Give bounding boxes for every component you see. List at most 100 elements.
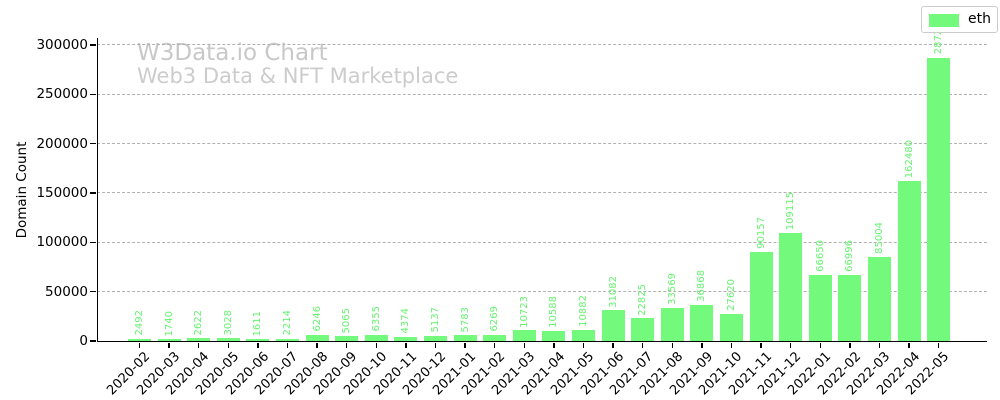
x-tick-mark bbox=[286, 342, 289, 348]
x-tick-mark bbox=[405, 342, 407, 348]
x-tick-mark bbox=[138, 342, 141, 348]
bar-2022-01 bbox=[808, 275, 832, 341]
bar-value-label-2020-03: 1740 bbox=[163, 310, 175, 337]
x-tick-mark bbox=[671, 342, 673, 348]
bar-value-label-2022-03: 85004 bbox=[874, 222, 885, 255]
bar-value-label-2020-08: 6246 bbox=[311, 306, 323, 332]
y-axis-title: Domain Count bbox=[14, 141, 30, 239]
x-tick-mark bbox=[908, 342, 910, 348]
y-tick-mark bbox=[90, 93, 96, 96]
gridline-250000 bbox=[97, 93, 987, 95]
y-tick-mark bbox=[90, 192, 96, 194]
y-tick-mark bbox=[90, 142, 96, 145]
y-tick-mark bbox=[90, 44, 96, 46]
gridline-100000 bbox=[97, 241, 987, 243]
y-tick-mark bbox=[90, 241, 96, 244]
bar-2020-03 bbox=[157, 339, 181, 341]
bar-2022-03 bbox=[868, 257, 891, 341]
bar-2020-06 bbox=[246, 339, 270, 341]
x-tick-mark bbox=[582, 342, 585, 348]
x-tick-mark bbox=[642, 342, 644, 348]
bar-2021-01 bbox=[453, 335, 477, 341]
bar-2020-12 bbox=[424, 335, 447, 341]
bar-value-label-2021-01: 5783 bbox=[459, 306, 471, 333]
bar-2021-09 bbox=[690, 304, 714, 341]
bar-2020-09 bbox=[335, 336, 359, 341]
legend-series-label: eth bbox=[968, 11, 991, 27]
bar-2020-08 bbox=[305, 334, 329, 341]
bar-value-label-2020-12: 5137 bbox=[430, 307, 441, 333]
bar-2021-06 bbox=[601, 310, 625, 341]
x-tick-mark bbox=[316, 342, 318, 348]
bar-value-label-2022-02: 66996 bbox=[844, 240, 856, 272]
bar-value-label-2022-01: 66650 bbox=[814, 240, 826, 273]
bar-2020-11 bbox=[394, 336, 418, 341]
bar-2022-02 bbox=[838, 274, 862, 341]
gridline-200000 bbox=[97, 142, 987, 144]
bar-value-label-2021-05: 10882 bbox=[578, 295, 589, 328]
bar-2021-04 bbox=[542, 330, 566, 341]
bar-2020-10 bbox=[364, 334, 388, 341]
bar-value-label-2020-05: 3028 bbox=[222, 309, 234, 336]
bar-value-label-2021-11: 90157 bbox=[755, 217, 767, 250]
legend-color-swatch bbox=[929, 14, 959, 27]
bar-2020-04 bbox=[187, 338, 211, 341]
bar-value-label-2021-03: 10723 bbox=[518, 295, 530, 328]
y-tick-mark bbox=[90, 340, 96, 342]
bar-value-label-2021-07: 22825 bbox=[637, 283, 649, 316]
y-tick-label: 100000 bbox=[36, 234, 88, 251]
bar-2021-11 bbox=[749, 252, 773, 341]
bar-value-label-2022-04: 162480 bbox=[903, 139, 915, 178]
bar-2020-07 bbox=[276, 338, 299, 341]
x-tick-mark bbox=[198, 342, 200, 348]
x-tick-mark bbox=[523, 342, 525, 348]
x-tick-mark bbox=[494, 342, 496, 348]
bar-value-label-2020-10: 6355 bbox=[370, 306, 382, 332]
gridline-150000 bbox=[97, 192, 987, 194]
bar-value-label-2020-07: 2214 bbox=[282, 310, 293, 336]
bar-value-label-2021-02: 6269 bbox=[489, 306, 501, 332]
bar-value-label-2021-10: 27620 bbox=[726, 278, 737, 311]
y-tick-label: 300000 bbox=[36, 37, 88, 53]
x-tick-mark bbox=[878, 342, 881, 348]
legend-box: eth bbox=[921, 6, 998, 33]
x-tick-mark bbox=[464, 342, 466, 348]
bar-2021-07 bbox=[631, 318, 655, 341]
x-tick-mark bbox=[168, 342, 170, 348]
x-tick-mark bbox=[849, 342, 851, 348]
bar-2021-12 bbox=[779, 233, 803, 341]
bar-2022-05 bbox=[927, 57, 951, 341]
x-tick-mark bbox=[553, 342, 555, 348]
x-tick-mark bbox=[760, 342, 762, 348]
bar-value-label-2021-12: 109115 bbox=[785, 192, 797, 231]
bar-2022-04 bbox=[897, 180, 921, 341]
x-tick-mark bbox=[612, 342, 614, 348]
bar-value-label-2020-06: 1611 bbox=[252, 310, 264, 337]
bar-2021-03 bbox=[512, 330, 536, 341]
x-tick-mark bbox=[730, 342, 733, 348]
x-tick-mark bbox=[701, 342, 703, 348]
bar-value-label-2020-02: 2492 bbox=[134, 310, 145, 336]
y-axis-spine bbox=[96, 38, 99, 342]
bar-2020-05 bbox=[216, 338, 240, 341]
bar-value-label-2021-08: 33569 bbox=[666, 273, 678, 305]
bar-value-label-2020-04: 2622 bbox=[193, 309, 205, 336]
x-tick-mark bbox=[819, 342, 821, 348]
x-tick-mark bbox=[227, 342, 229, 348]
x-tick-mark bbox=[434, 342, 437, 348]
x-tick-mark bbox=[790, 342, 792, 348]
bar-2020-02 bbox=[128, 338, 151, 341]
bar-value-label-2021-09: 36868 bbox=[696, 269, 708, 302]
gridline-300000 bbox=[97, 44, 987, 46]
y-tick-label: 0 bbox=[79, 333, 88, 349]
y-tick-label: 200000 bbox=[36, 135, 88, 152]
bar-value-label-2021-04: 10588 bbox=[548, 295, 560, 328]
bar-value-label-2021-06: 31082 bbox=[607, 275, 619, 308]
bar-2021-02 bbox=[483, 334, 507, 341]
bar-value-label-2020-09: 5065 bbox=[341, 307, 353, 334]
bar-2021-10 bbox=[720, 313, 743, 341]
bar-value-label-2020-11: 4374 bbox=[400, 308, 412, 334]
gridline-50000 bbox=[97, 290, 987, 292]
y-tick-label: 250000 bbox=[36, 86, 88, 103]
